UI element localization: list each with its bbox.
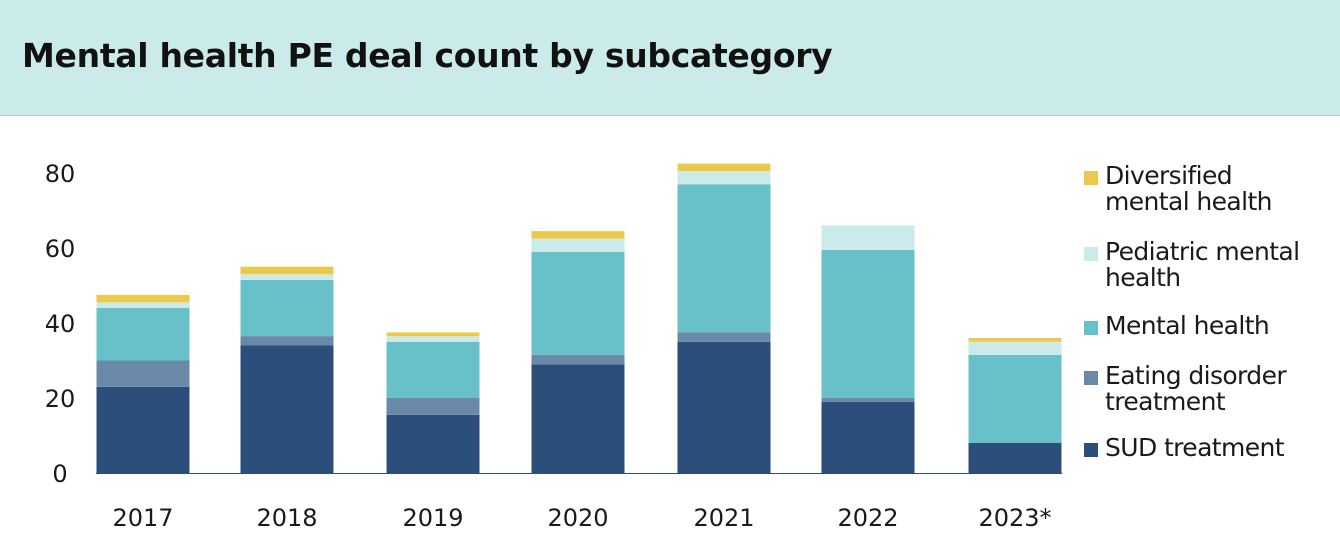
- y-tick-label: 40: [45, 310, 76, 338]
- legend-label: SUD treatment: [1105, 433, 1285, 462]
- bar-segment: [386, 414, 480, 473]
- bar-segment: [968, 443, 1062, 473]
- bar-segment: [96, 308, 190, 361]
- bar-segment: [96, 360, 190, 387]
- bar-segment: [240, 266, 334, 275]
- bar-segment: [386, 332, 480, 337]
- legend-swatch: [1084, 371, 1098, 385]
- y-tick-label: 80: [45, 160, 76, 188]
- y-tick-label: 60: [45, 235, 76, 263]
- bar-segment: [677, 184, 771, 333]
- bar-segment: [821, 401, 915, 473]
- bar-segment: [531, 251, 625, 355]
- x-tick-label: 2019: [402, 504, 463, 532]
- bar-segment: [531, 364, 625, 473]
- bar-segment: [677, 163, 771, 172]
- legend-swatch: [1084, 321, 1098, 335]
- chart-title: Mental health PE deal count by subcatego…: [22, 36, 833, 75]
- legend-item: SUD treatment: [1084, 435, 1320, 461]
- bar-segment: [531, 238, 625, 252]
- bar-segment: [96, 386, 190, 473]
- bar-segment: [386, 336, 480, 342]
- bar-segment: [386, 398, 480, 415]
- x-tick-label: 2021: [693, 504, 754, 532]
- bar-segment: [240, 274, 334, 280]
- legend-label: Eating disorder treatment: [1105, 361, 1287, 416]
- legend-label: Pediatric mental health: [1105, 237, 1300, 292]
- y-tick-label: 20: [45, 385, 76, 413]
- x-tick-label: 2020: [547, 504, 608, 532]
- bar-segment: [96, 302, 190, 308]
- bar-segment: [968, 338, 1062, 342]
- legend-swatch: [1084, 247, 1098, 261]
- legend-swatch: [1084, 443, 1098, 457]
- bar-segment: [531, 231, 625, 239]
- legend-item: Diversified mental health: [1084, 163, 1320, 215]
- chart-header: Mental health PE deal count by subcatego…: [0, 0, 1340, 116]
- bar-segment: [96, 294, 190, 303]
- y-tick-label: 0: [52, 460, 67, 488]
- legend-label: Diversified mental health: [1105, 161, 1273, 216]
- bar-segment: [821, 398, 915, 402]
- bar-segment: [677, 332, 771, 342]
- bar-segment: [677, 341, 771, 473]
- bar-segment: [386, 341, 480, 398]
- legend-label: Mental health: [1105, 311, 1270, 340]
- bar-segment: [821, 249, 915, 398]
- x-tick-label: 2017: [112, 504, 173, 532]
- bar-segment: [821, 225, 915, 250]
- x-tick-label: 2023*: [978, 504, 1051, 532]
- bar-segment: [240, 336, 334, 346]
- bar-segment: [531, 354, 625, 365]
- bar-segment: [677, 171, 771, 185]
- x-tick-label: 2022: [837, 504, 898, 532]
- bar-segment: [240, 345, 334, 473]
- legend-item: Mental health: [1084, 313, 1320, 339]
- bar-segment: [968, 354, 1062, 443]
- legend-item: Pediatric mental health: [1084, 239, 1320, 291]
- bar-segment: [968, 341, 1062, 355]
- legend-swatch: [1084, 171, 1098, 185]
- legend-item: Eating disorder treatment: [1084, 363, 1320, 415]
- bar-segment: [240, 279, 334, 337]
- x-tick-label: 2018: [256, 504, 317, 532]
